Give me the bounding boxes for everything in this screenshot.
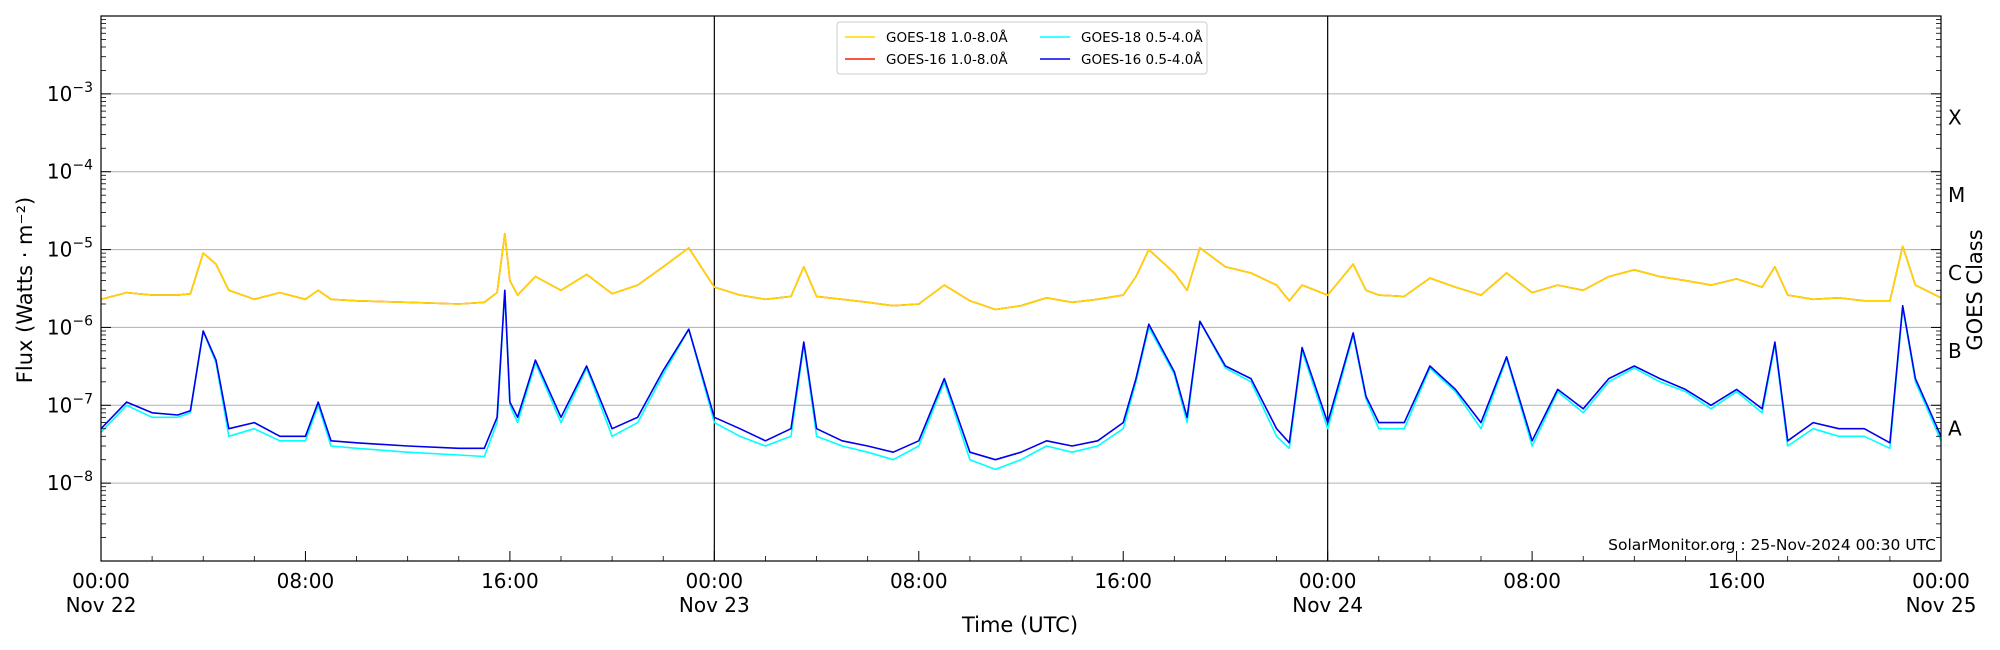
x-tick-time-1: 08:00 xyxy=(277,569,335,593)
legend-box xyxy=(836,21,1208,75)
legend-label-1: GOES-16 1.0-8.0Å xyxy=(886,51,1008,68)
y-tick-label-1: 10−7 xyxy=(47,391,93,417)
y-tick-label-0: 10−8 xyxy=(47,469,93,495)
y-tick-label-5: 10−3 xyxy=(47,80,93,106)
x-axis-title: Time (UTC) xyxy=(961,613,1078,637)
grid-layer xyxy=(101,16,1941,561)
series-line-3 xyxy=(100,289,1942,461)
legend: GOES-18 1.0-8.0Å GOES-16 1.0-8.0Å GOES-18 … xyxy=(836,21,1208,75)
class-label-c: C xyxy=(1948,261,1962,285)
plot-frame xyxy=(100,15,1942,562)
y-tick-label-4: 10−4 xyxy=(47,158,93,184)
x-tick-time-4: 08:00 xyxy=(890,569,948,593)
x-tick-time-7: 08:00 xyxy=(1503,569,1561,593)
x-tick-date-0: Nov 22 xyxy=(66,593,137,617)
x-tick-time-8: 16:00 xyxy=(1708,569,1766,593)
x-tick-time-0: 00:00 xyxy=(72,569,130,593)
class-label-a: A xyxy=(1948,417,1962,441)
x-tick-date-9: Nov 25 xyxy=(1906,593,1977,617)
x-tick-time-6: 00:00 xyxy=(1299,569,1357,593)
legend-label-0: GOES-18 1.0-8.0Å xyxy=(886,29,1008,46)
series-layer xyxy=(100,232,1942,471)
y-tick-label-2: 10−6 xyxy=(47,313,93,339)
x-tick-date-3: Nov 23 xyxy=(679,593,750,617)
x-tick-time-3: 00:00 xyxy=(686,569,744,593)
series-line-0 xyxy=(100,232,1942,311)
x-tick-date-6: Nov 24 xyxy=(1292,593,1363,617)
class-label-b: B xyxy=(1948,339,1962,363)
class-label-x: X xyxy=(1948,105,1962,129)
legend-label-3: GOES-16 0.5-4.0Å xyxy=(1081,51,1203,68)
x-tick-time-5: 16:00 xyxy=(1094,569,1152,593)
series-line-2 xyxy=(100,289,1942,471)
legend-label-2: GOES-18 0.5-4.0Å xyxy=(1081,29,1203,46)
series-line-1 xyxy=(100,232,1942,311)
y-axis-title: Flux (Watts · m⁻²) xyxy=(13,197,37,383)
y-tick-label-3: 10−5 xyxy=(47,236,93,262)
x-tick-time-9: 00:00 xyxy=(1912,569,1970,593)
watermark-text: SolarMonitor.org : 25-Nov-2024 00:30 UTC xyxy=(1608,536,1936,554)
y2-axis-title: GOES Class xyxy=(1963,229,1987,350)
x-tick-time-2: 16:00 xyxy=(481,569,539,593)
class-label-m: M xyxy=(1948,183,1965,207)
